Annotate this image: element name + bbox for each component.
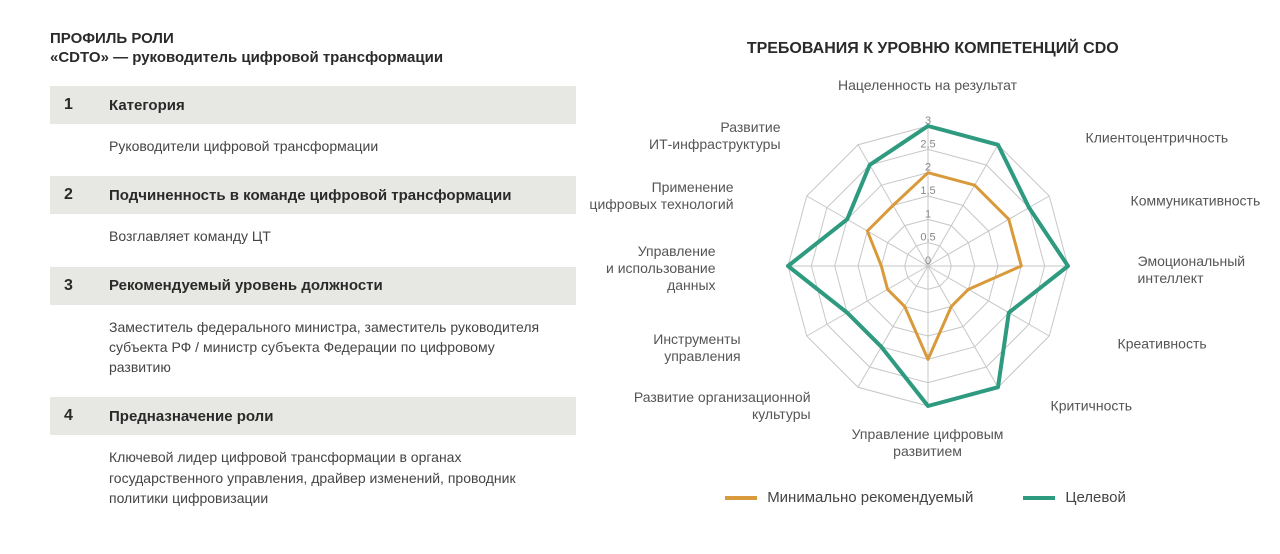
section-label: Рекомендуемый уровень должности bbox=[109, 277, 383, 294]
section-header: 2Подчиненность в команде цифровой трансф… bbox=[50, 176, 576, 214]
section-body: Руководители цифровой трансформации bbox=[50, 136, 576, 156]
axis-label: Креативность bbox=[1118, 336, 1207, 353]
section-body: Возглавляет команду ЦТ bbox=[50, 226, 576, 246]
section-body: Ключевой лидер цифровой трансформации в … bbox=[50, 447, 576, 508]
legend-swatch bbox=[1023, 496, 1055, 500]
section-number: 1 bbox=[64, 96, 109, 114]
legend-label: Целевой bbox=[1065, 489, 1126, 506]
legend-item: Целевой bbox=[1023, 489, 1126, 506]
section-number: 4 bbox=[64, 407, 109, 425]
section-header: 1Категория bbox=[50, 86, 576, 124]
svg-text:2,5: 2,5 bbox=[920, 138, 935, 150]
chart-title: ТРЕБОВАНИЯ К УРОВНЮ КОМПЕТЕНЦИЙ CDO bbox=[606, 40, 1260, 58]
section-header: 3Рекомендуемый уровень должности bbox=[50, 267, 576, 305]
section-body: Заместитель федерального министра, замес… bbox=[50, 317, 576, 378]
profile-subtitle: «CDTO» — руководитель цифровой трансформ… bbox=[50, 49, 576, 66]
axis-label: Применениецифровых технологий bbox=[589, 179, 733, 213]
axis-label: Эмоциональныйинтеллект bbox=[1138, 253, 1246, 287]
axis-label: Коммуникативность bbox=[1131, 193, 1261, 210]
axis-label: Управление цифровымразвитием bbox=[852, 426, 1004, 460]
axis-label: Инструментыуправления bbox=[653, 331, 740, 365]
section-header: 4Предназначение роли bbox=[50, 397, 576, 435]
profile-title: ПРОФИЛЬ РОЛИ bbox=[50, 30, 576, 47]
svg-text:1,5: 1,5 bbox=[920, 185, 935, 197]
svg-text:1: 1 bbox=[924, 208, 930, 220]
axis-label: Клиентоцентричность bbox=[1086, 130, 1229, 147]
svg-text:0: 0 bbox=[924, 255, 930, 267]
section-label: Категория bbox=[109, 97, 185, 114]
section-label: Предназначение роли bbox=[109, 408, 273, 425]
axis-label: РазвитиеИТ-инфраструктуры bbox=[649, 119, 781, 153]
section-number: 3 bbox=[64, 277, 109, 295]
chart-legend: Минимально рекомендуемый Целевой bbox=[606, 489, 1246, 506]
axis-label: Управлениеи использованиеданных bbox=[606, 243, 716, 293]
axis-label: Развитие организационнойкультуры bbox=[634, 389, 811, 423]
section-number: 2 bbox=[64, 186, 109, 204]
legend-label: Минимально рекомендуемый bbox=[767, 489, 973, 506]
legend-item: Минимально рекомендуемый bbox=[725, 489, 973, 506]
axis-label: Нацеленность на результат bbox=[838, 77, 1017, 94]
section-label: Подчиненность в команде цифровой трансфо… bbox=[109, 187, 511, 204]
radar-chart: 00,511,522,53 Нацеленность на результатК… bbox=[606, 66, 1246, 506]
sections-list: 1Категория Руководители цифровой трансфор… bbox=[50, 86, 576, 508]
profile-column: ПРОФИЛЬ РОЛИ «CDTO» — руководитель цифро… bbox=[50, 30, 606, 534]
chart-column: ТРЕБОВАНИЯ К УРОВНЮ КОМПЕТЕНЦИЙ CDO 0 0,5… bbox=[606, 30, 1260, 534]
legend-swatch bbox=[725, 496, 757, 500]
svg-text:0,5: 0,5 bbox=[920, 232, 935, 244]
axis-label: Критичность bbox=[1051, 398, 1133, 415]
